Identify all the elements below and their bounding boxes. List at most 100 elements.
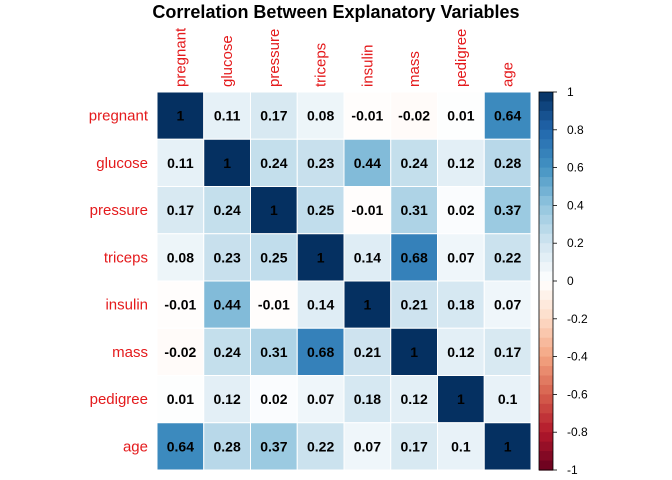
cell-value-label: 0.25 <box>307 202 334 218</box>
cell-value-label: 1 <box>410 344 418 360</box>
heatmap-cell <box>390 91 438 140</box>
heatmap-cell <box>390 375 438 424</box>
cell-value-label: 0.21 <box>401 297 428 313</box>
cell-value-label: 0.08 <box>307 108 334 124</box>
legend-color-segment <box>539 110 553 121</box>
cell-value-label: -0.02 <box>164 344 196 360</box>
heatmap-cell <box>390 327 438 376</box>
cell-value-label: 0.01 <box>447 108 474 124</box>
cell-value-label: 0.44 <box>354 155 381 171</box>
heatmap-cell <box>203 91 251 140</box>
cell-value-label: 0.11 <box>214 108 241 124</box>
legend-color-segment <box>539 328 553 339</box>
legend-color-segment <box>539 139 553 150</box>
chart-title: Correlation Between Explanatory Variable… <box>152 2 519 22</box>
cell-value-label: 0.21 <box>354 344 381 360</box>
column-label: pressure <box>266 29 283 87</box>
column-label: pedigree <box>453 29 470 87</box>
cell-value-label: 0.08 <box>167 249 194 265</box>
heatmap-cell <box>483 186 532 235</box>
row-label: pedigree <box>90 391 148 408</box>
cell-value-label: 0.64 <box>494 108 521 124</box>
cell-value-label: 0.37 <box>260 438 287 454</box>
heatmap-cell <box>437 186 485 235</box>
cell-value-label: 0.28 <box>214 438 241 454</box>
row-labels: pregnant glucose pressure triceps insulin mas… <box>89 108 149 456</box>
heatmap-cell <box>343 186 392 235</box>
legend-color-segment <box>539 167 553 178</box>
cell-value-label: 0.31 <box>260 344 287 360</box>
legend-color-segment <box>539 120 553 131</box>
heatmap-cells: 1 0.11 0.17 0.08 -0.01 -0.02 0.01 0.640.11 1 0.24… <box>156 91 532 471</box>
heatmap-cell <box>343 375 392 424</box>
legend-color-segment <box>539 366 553 377</box>
heatmap-cell <box>483 422 532 471</box>
legend-color-segment <box>539 224 553 235</box>
legend-color-segment <box>539 347 553 358</box>
row-label: insulin <box>105 297 148 314</box>
legend-color-segment <box>539 233 553 244</box>
cell-value-label: 0.17 <box>260 108 287 124</box>
cell-value-label: 0.07 <box>354 438 381 454</box>
cell-value-label: 0.18 <box>354 391 381 407</box>
cell-value-label: 0.37 <box>494 202 521 218</box>
cell-value-label: -0.01 <box>258 297 290 313</box>
cell-value-label: 0.1 <box>498 391 518 407</box>
column-label: age <box>500 62 517 87</box>
legend-color-segment <box>539 158 553 169</box>
cell-value-label: 0.68 <box>307 344 334 360</box>
cell-value-label: 0.12 <box>447 344 474 360</box>
row-label: mass <box>112 344 148 361</box>
legend-color-segment <box>539 441 553 452</box>
cell-value-label: 0.24 <box>214 344 241 360</box>
cell-value-label: 0.25 <box>260 249 287 265</box>
legend-color-segment <box>539 309 553 320</box>
legend-tick-label: 0 <box>567 274 574 288</box>
legend-color-segment <box>539 394 553 405</box>
legend-color-segment <box>539 384 553 395</box>
heatmap-cell <box>483 91 532 140</box>
cell-value-label: 0.24 <box>260 155 287 171</box>
cell-value-label: 0.28 <box>494 155 521 171</box>
heatmap-cell <box>156 422 205 471</box>
column-label: pregnant <box>172 27 189 87</box>
cell-value-label: 0.12 <box>401 391 428 407</box>
cell-value-label: 0.12 <box>214 391 241 407</box>
legend-color-segment <box>539 186 553 197</box>
cell-value-label: 0.24 <box>401 155 428 171</box>
legend-color-segment <box>539 337 553 348</box>
cell-value-label: 0.1 <box>451 438 471 454</box>
legend-color-segment <box>539 148 553 159</box>
legend-color-segment <box>539 214 553 225</box>
heatmap-cell <box>437 375 485 424</box>
heatmap-cell <box>296 186 345 235</box>
column-label: triceps <box>313 43 330 87</box>
cell-value-label: 0.31 <box>401 202 428 218</box>
heatmap-cell <box>203 375 251 424</box>
legend-color-segment <box>539 460 553 471</box>
cell-value-label: 0.17 <box>494 344 521 360</box>
legend-color-segment <box>539 262 553 273</box>
legend-color-segment <box>539 101 553 112</box>
heatmap-cell <box>203 327 251 376</box>
legend-color-segment <box>539 413 553 424</box>
legend-color-segment <box>539 318 553 329</box>
cell-value-label: 1 <box>317 249 325 265</box>
heatmap-cell <box>250 422 298 471</box>
column-label: insulin <box>359 44 376 87</box>
cell-value-label: -0.01 <box>351 202 383 218</box>
legend-color-segment <box>539 92 553 103</box>
heatmap-cell <box>483 280 532 329</box>
heatmap-cell <box>437 327 485 376</box>
cell-value-label: 1 <box>363 297 371 313</box>
legend-color-segment <box>539 205 553 216</box>
heatmap-cell <box>250 91 298 140</box>
legend-color-segment <box>539 422 553 433</box>
cell-value-label: 0.07 <box>494 297 521 313</box>
heatmap-cell <box>343 280 392 329</box>
row-label: age <box>123 438 148 455</box>
color-legend: 1 0.8 0.6 0.4 0.2 0 -0.2 -0.4 -0.6 -0.8 -1 <box>538 85 588 477</box>
cell-value-label: 0.23 <box>214 249 241 265</box>
cell-value-label: 1 <box>457 391 465 407</box>
legend-color-segment <box>539 243 553 254</box>
